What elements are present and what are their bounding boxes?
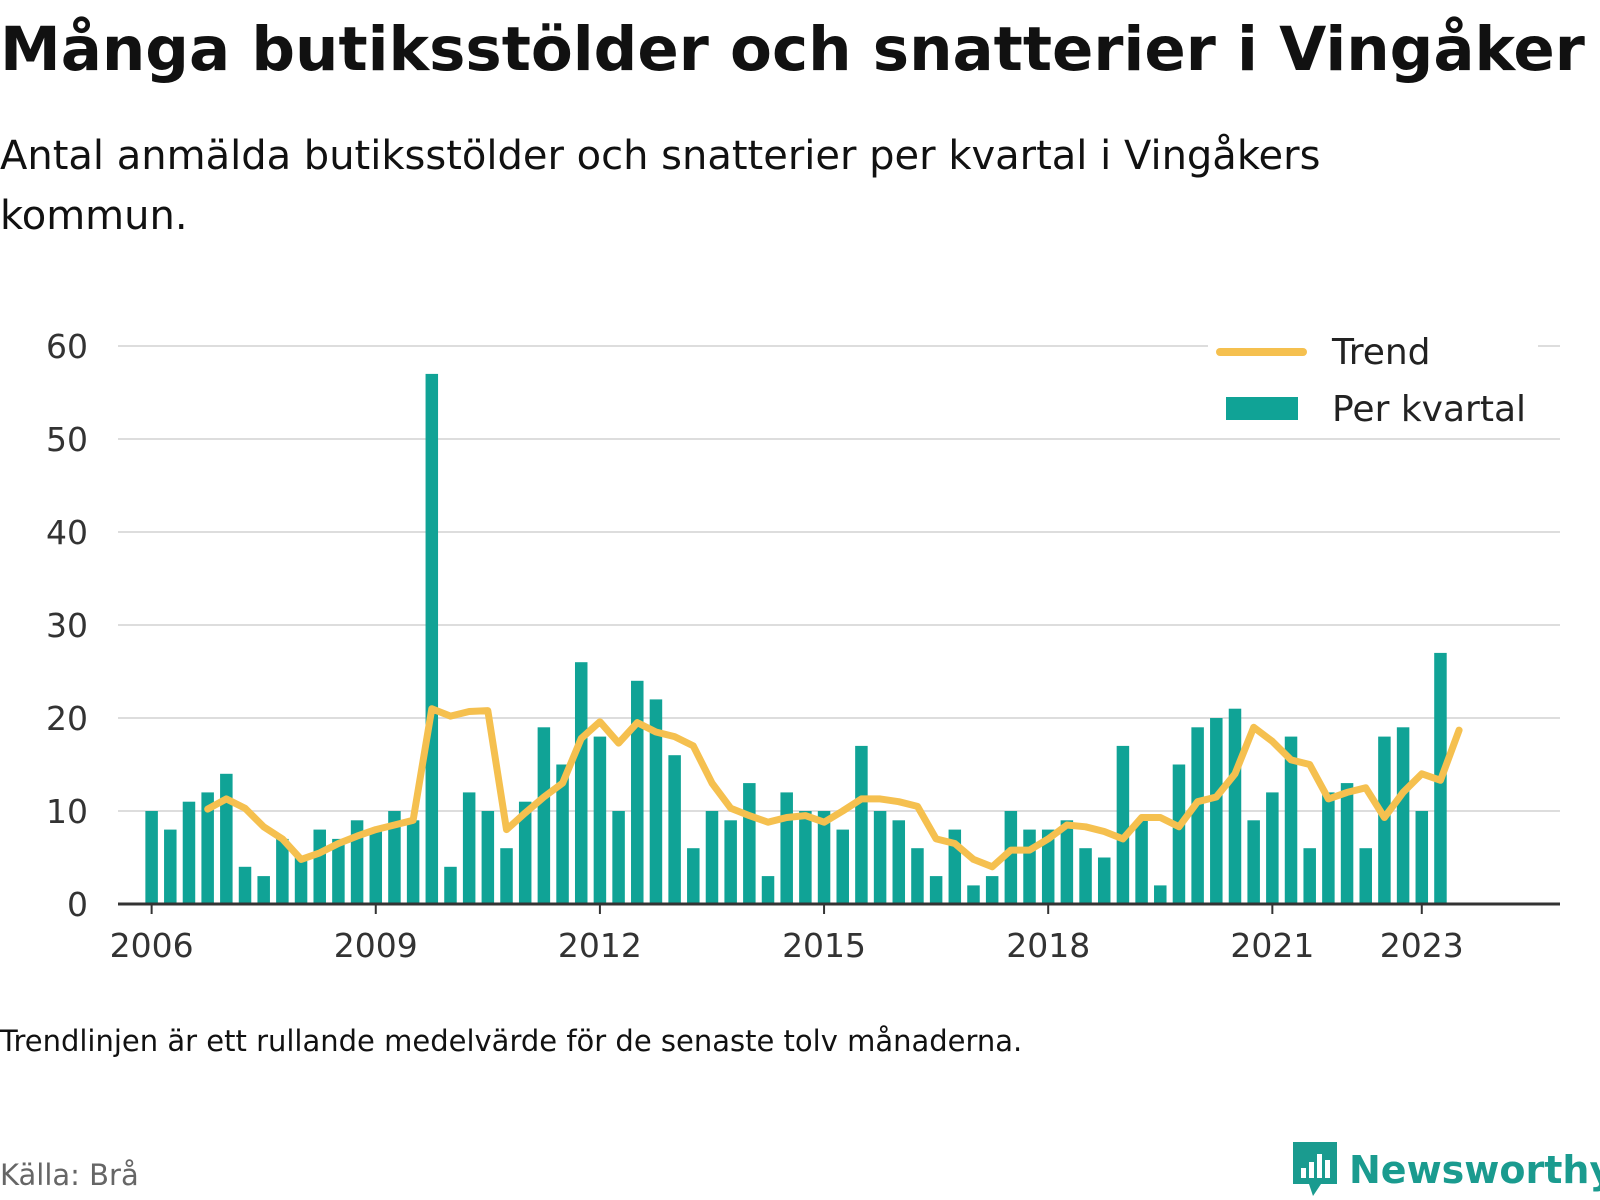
bar: [687, 848, 700, 904]
legend-bar-label: Per kvartal: [1332, 389, 1526, 430]
bar: [1284, 736, 1298, 904]
axes: 0 10 20 30 40 50 60 2006 2009 2012 2015 2018 2021 202…: [46, 327, 1560, 965]
bar: [1359, 848, 1372, 904]
chart-subtitle: Antal anmälda butiksstölder och snatteri…: [0, 133, 1321, 239]
bar: [257, 876, 270, 904]
bar: [967, 885, 980, 904]
bar: [313, 829, 326, 904]
bar: [873, 811, 887, 904]
bar: [1116, 745, 1130, 904]
bar-series: [145, 373, 1447, 904]
chart-title: Många butiksstölder och snatterier i Vin…: [0, 14, 1585, 85]
bar: [518, 801, 532, 904]
x-tick-label: 2023: [1380, 926, 1464, 965]
y-tick-label: 50: [46, 420, 88, 459]
y-tick-label: 40: [46, 513, 88, 552]
bar: [668, 755, 681, 904]
brand-name: Newsworthy: [1349, 1148, 1600, 1192]
bar: [369, 829, 383, 904]
bar: [649, 699, 663, 904]
bar: [1060, 820, 1074, 904]
bar: [929, 876, 943, 904]
bar: [1023, 829, 1036, 904]
bar: [182, 801, 196, 904]
x-tick-label: 2018: [1006, 926, 1090, 965]
x-tick-label: 2015: [782, 926, 866, 965]
x-tick-label: 2009: [334, 926, 418, 965]
legend: Trend Per kvartal: [1208, 332, 1538, 438]
bar: [892, 820, 906, 904]
bar: [425, 373, 439, 904]
bar: [836, 829, 849, 904]
bar: [145, 811, 158, 904]
bar: [1210, 718, 1223, 904]
x-tick-label: 2006: [110, 926, 194, 965]
bar: [1172, 764, 1186, 904]
bar: [911, 848, 924, 904]
bar: [1154, 885, 1167, 904]
bar: [1303, 848, 1316, 904]
bar: [705, 811, 719, 904]
bar: [1396, 727, 1410, 904]
bar: [406, 820, 420, 904]
bar: [743, 783, 756, 904]
bar: [1322, 792, 1335, 904]
bar: [1097, 857, 1111, 904]
bar: [761, 876, 775, 904]
bar: [332, 838, 345, 904]
bar: [1041, 829, 1055, 904]
source-label: Källa: Brå: [0, 1158, 139, 1192]
bar: [1415, 811, 1429, 904]
bar: [201, 792, 214, 904]
x-tick-label: 2012: [558, 926, 642, 965]
bar: [855, 745, 868, 904]
bar: [220, 773, 233, 904]
y-tick-label: 30: [46, 606, 88, 645]
bar: [238, 866, 252, 904]
bar: [481, 811, 495, 904]
bar: [500, 848, 513, 904]
bar: [612, 811, 625, 904]
y-tick-label: 60: [46, 327, 88, 366]
bar: [294, 857, 308, 904]
brand-logo: Newsworthy: [1291, 1140, 1600, 1200]
bar: [799, 811, 812, 904]
bar: [593, 736, 607, 904]
newsworthy-logo-icon: [1293, 1142, 1337, 1196]
trend-line: [204, 705, 1463, 871]
bar: [276, 838, 289, 904]
bar: [556, 764, 569, 904]
legend-trend-label: Trend: [1331, 332, 1431, 373]
bar: [724, 820, 737, 904]
bar: [1004, 811, 1018, 904]
y-tick-label: 20: [46, 699, 88, 738]
bar: [1135, 820, 1148, 904]
bar: [462, 792, 476, 904]
y-tick-label: 10: [46, 792, 88, 831]
bar: [350, 820, 364, 904]
bar: [780, 792, 793, 904]
bar: [164, 829, 177, 904]
trend-series: [204, 705, 1463, 871]
footnote: Trendlinjen är ett rullande medelvärde f…: [0, 1024, 1023, 1058]
bar: [817, 811, 831, 904]
y-tick-label: 0: [67, 885, 88, 924]
bar: [1191, 727, 1204, 904]
x-tick-label: 2021: [1230, 926, 1314, 965]
bar: [537, 727, 551, 904]
bar: [985, 876, 999, 904]
bar: [1079, 848, 1092, 904]
bar: [631, 680, 644, 904]
bar: [444, 866, 457, 904]
bar: [1266, 792, 1279, 904]
bar: [388, 811, 401, 904]
bar: [1340, 783, 1354, 904]
bar: [1247, 820, 1260, 904]
legend-bar-swatch: [1226, 397, 1298, 420]
bar: [1228, 708, 1242, 904]
bar: [574, 662, 588, 904]
